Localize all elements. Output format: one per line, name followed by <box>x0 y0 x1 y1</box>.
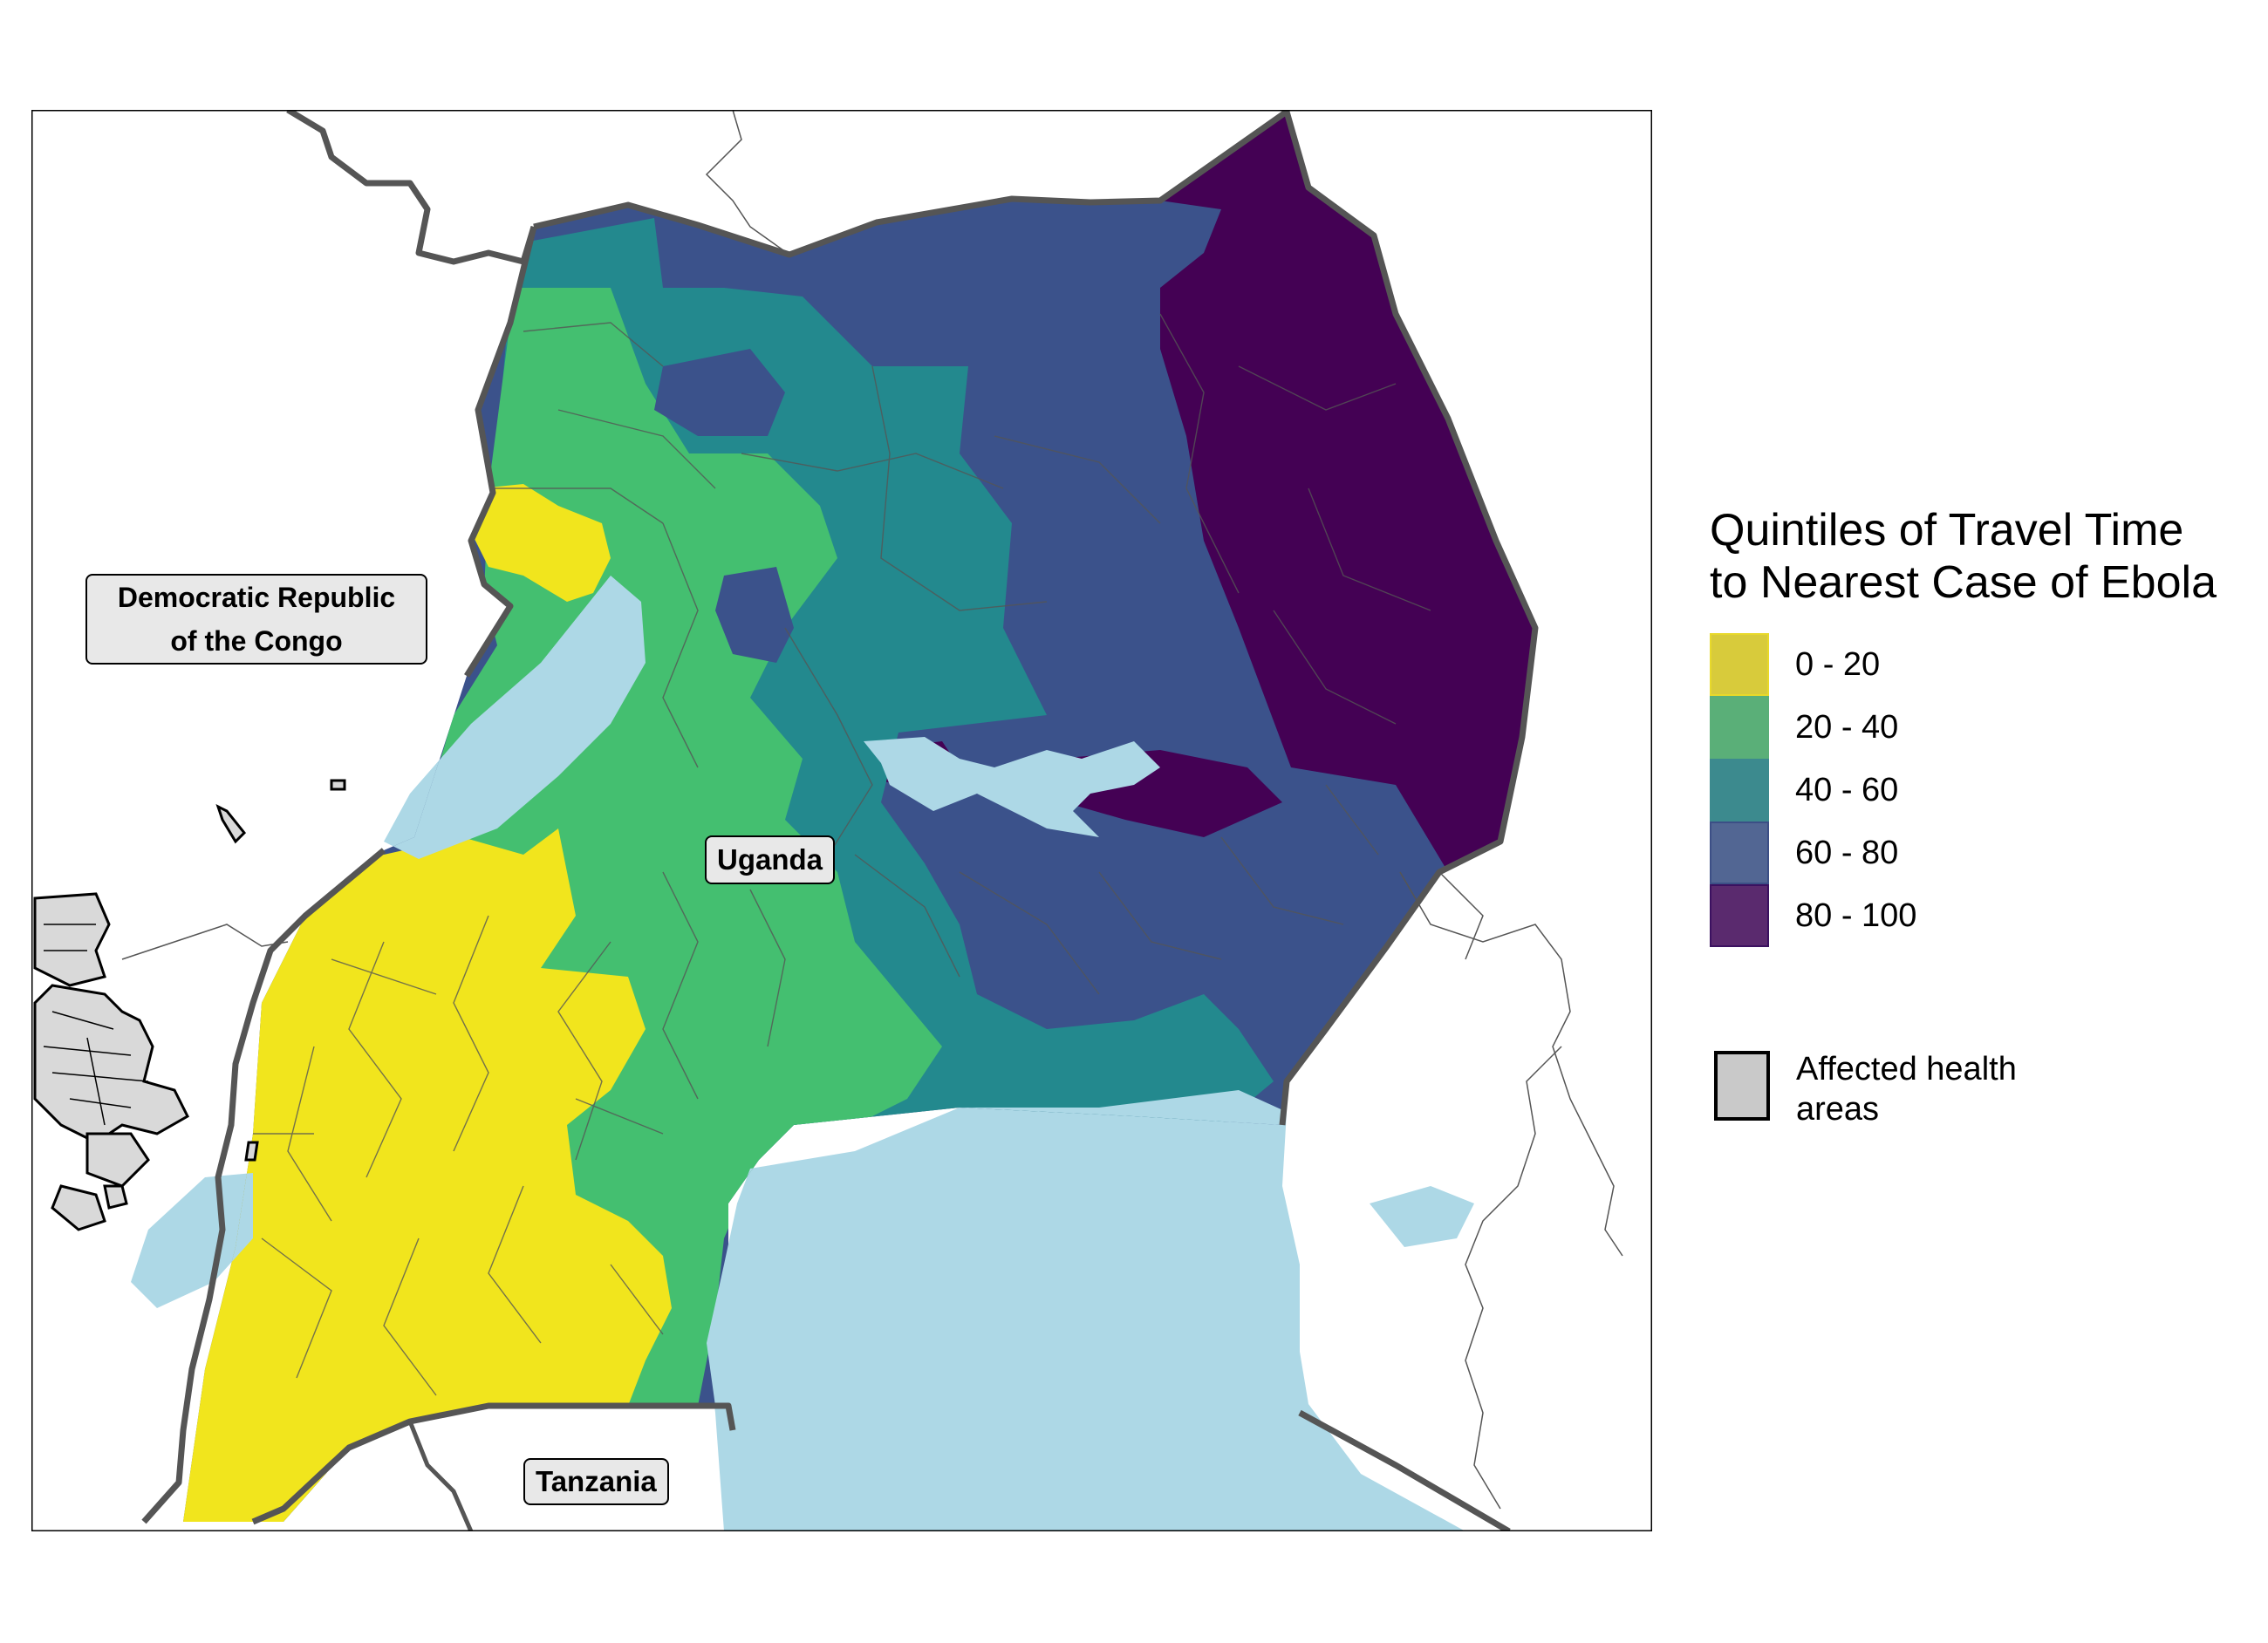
legend-item: 20 - 40 <box>1710 696 1898 759</box>
lake-east <box>1370 1186 1474 1247</box>
north-border <box>286 110 537 265</box>
legend-swatch <box>1710 822 1769 884</box>
legend-label: 60 - 80 <box>1795 834 1899 871</box>
kenya-tanzania-border <box>1298 1409 1511 1531</box>
legend-swatch <box>1710 759 1769 822</box>
legend: Quintiles of Travel Time to Nearest Case… <box>1710 504 2251 947</box>
zone-0-20 <box>183 828 672 1522</box>
legend-item: 0 - 20 <box>1710 633 1880 696</box>
uganda-border <box>533 110 1539 1126</box>
zone-60-80-central <box>715 567 794 663</box>
label-tanzania: Tanzania <box>523 1458 669 1505</box>
legend-label: 40 - 60 <box>1795 771 1899 808</box>
district-boundaries <box>227 313 1431 1396</box>
legend-title: Quintiles of Travel Time to Nearest Case… <box>1710 505 2217 608</box>
zone-0-20-nw <box>471 484 611 602</box>
tanzania-west-border <box>407 1421 474 1531</box>
lake-victoria <box>707 1090 1465 1531</box>
label-drc: Democratic Republic of the Congo <box>85 574 427 665</box>
lake-kyoga <box>864 737 1160 837</box>
uganda-southwest-border <box>141 848 386 1524</box>
legend-item: 40 - 60 <box>1710 759 1898 822</box>
legend-swatch <box>1710 633 1769 696</box>
legend-swatch <box>1710 884 1769 947</box>
legend-affected: Affected health areas <box>1714 1051 2058 1129</box>
zone-60-80-north <box>654 349 785 436</box>
label-uganda: Uganda <box>705 835 836 884</box>
map-panel <box>31 110 1652 1531</box>
affected-swatch <box>1714 1051 1770 1121</box>
legend-label: 0 - 20 <box>1795 645 1881 683</box>
affected-health-areas <box>33 779 346 1231</box>
international-borders <box>121 110 1623 1510</box>
legend-label: 20 - 40 <box>1795 708 1899 746</box>
legend-swatch <box>1710 696 1769 759</box>
legend-label: 80 - 100 <box>1795 896 1917 934</box>
legend-item: 60 - 80 <box>1710 822 1898 884</box>
legend-item: 80 - 100 <box>1710 884 1916 947</box>
affected-label: Affected health areas <box>1796 1051 2017 1128</box>
uganda-west-border <box>464 226 537 678</box>
